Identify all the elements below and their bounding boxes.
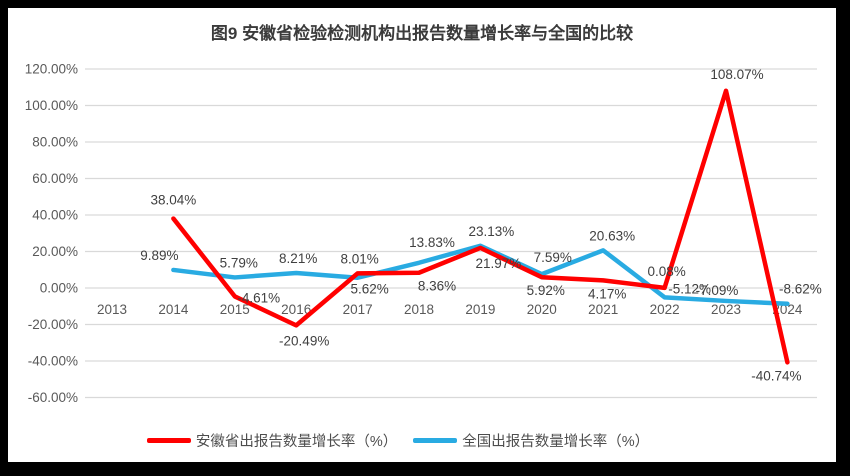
data-label: 21.97%	[476, 256, 522, 271]
anhui-line-series	[171, 88, 790, 365]
x-tick-label: 2013	[97, 302, 127, 317]
y-tick-label: -60.00%	[28, 390, 78, 405]
chart-title: 图9 安徽省检验检测机构出报告数量增长率与全国的比较	[210, 24, 634, 43]
x-tick-label: 2020	[527, 302, 557, 317]
data-label: 7.59%	[534, 250, 572, 265]
data-label: 13.83%	[409, 235, 455, 250]
legend-label-national: 全国出报告数量增长率（%）	[462, 434, 650, 450]
data-label: 5.62%	[350, 282, 388, 297]
data-label: -20.49%	[279, 333, 329, 348]
x-tick-label: 2016	[281, 302, 311, 317]
data-label: 38.04%	[151, 193, 197, 208]
data-label: 0.08%	[647, 264, 685, 279]
data-label: 8.01%	[340, 251, 378, 266]
data-label: -4.61%	[237, 290, 280, 305]
x-tick-label: 2023	[711, 302, 741, 317]
data-label: 108.07%	[710, 67, 763, 82]
data-label: 20.63%	[589, 228, 635, 243]
data-label: -40.74%	[751, 368, 801, 383]
chart-canvas: 图9 安徽省检验检测机构出报告数量增长率与全国的比较 120.00% 100.00…	[8, 8, 836, 462]
data-label: 8.36%	[418, 279, 456, 294]
x-tick-label: 2017	[343, 302, 373, 317]
x-tick-label: 2024	[772, 302, 803, 317]
data-label: 9.89%	[140, 248, 178, 263]
chart-svg: 120.00% 100.00% 80.00% 60.00% 40.00% 20.00% 0.…	[25, 62, 822, 406]
data-label: -5.12%	[668, 281, 711, 296]
x-tick-label: 2015	[220, 302, 250, 317]
y-tick-label: -20.00%	[28, 317, 78, 332]
y-tick-label: 60.00%	[32, 171, 78, 186]
chart-legend: 安徽省出报告数量增长率（%） 全国出报告数量增长率（%）	[0, 430, 812, 451]
data-label: 5.92%	[527, 283, 565, 298]
y-tick-label: 100.00%	[25, 98, 78, 113]
data-label: -8.62%	[779, 282, 822, 297]
x-tick-label: 2022	[650, 302, 680, 317]
y-tick-label: 20.00%	[32, 244, 78, 259]
legend-label-anhui: 安徽省出报告数量增长率（%）	[195, 434, 398, 450]
y-tick-label: 120.00%	[25, 62, 78, 77]
data-label: 23.13%	[469, 224, 515, 239]
x-tick-label: 2021	[588, 302, 618, 317]
y-tick-label: 40.00%	[32, 208, 78, 223]
legend-item-national: 全国出报告数量增长率（%）	[413, 430, 649, 451]
x-tick-label: 2018	[404, 302, 434, 317]
data-label: 5.79%	[220, 255, 258, 270]
national-line-swatch	[413, 438, 458, 443]
data-label: -7.09%	[696, 283, 739, 298]
anhui-line-swatch	[146, 438, 191, 443]
x-tick-label: 2019	[465, 302, 495, 317]
legend-item-anhui: 安徽省出报告数量增长率（%）	[146, 430, 398, 451]
y-tick-label: -40.00%	[28, 354, 78, 369]
data-label: 4.17%	[588, 286, 626, 301]
x-tick-label: 2014	[158, 302, 189, 317]
data-label: 8.21%	[279, 251, 317, 266]
y-tick-label: 0.00%	[40, 281, 78, 296]
y-tick-label: 80.00%	[32, 135, 78, 150]
